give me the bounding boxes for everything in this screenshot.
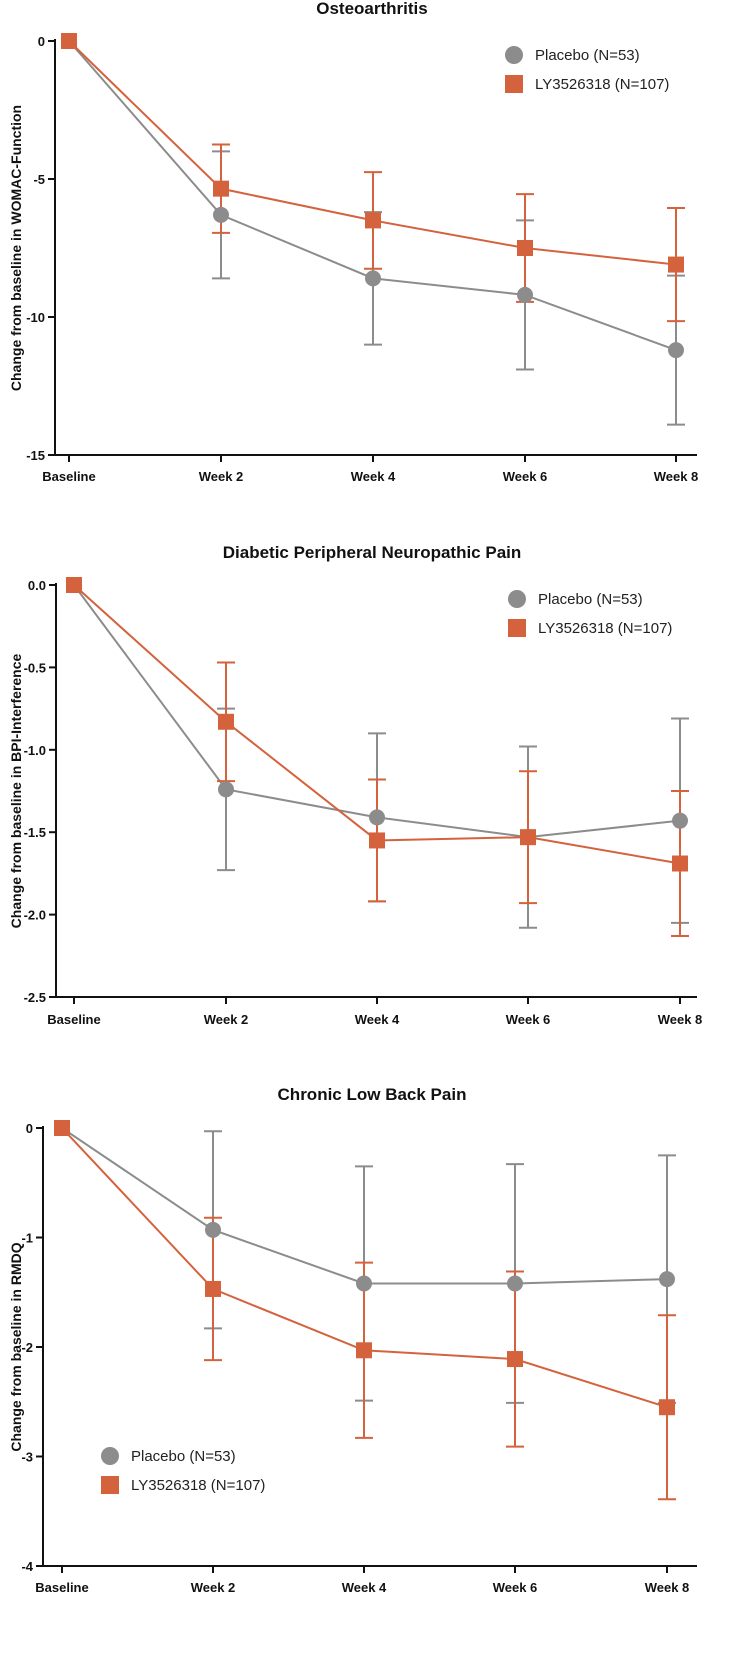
legend-marker-ly3526318 [505, 75, 523, 93]
y-tick-label: -5 [33, 172, 45, 187]
x-tick-label: Week 8 [658, 1012, 703, 1027]
data-point-ly3526318 [205, 1280, 221, 1297]
data-point-ly3526318 [61, 33, 77, 49]
data-point-ly3526318 [668, 256, 684, 273]
legend: Placebo (N=53) LY3526318 (N=107) [508, 590, 672, 637]
y-tick-label: -1 [21, 1231, 33, 1246]
legend-marker-placebo [101, 1447, 119, 1465]
data-point-placebo [218, 781, 234, 798]
x-tick-label: Week 2 [199, 469, 244, 484]
y-tick-label: 0.0 [28, 578, 46, 593]
data-point-ly3526318 [517, 240, 533, 256]
x-tick-label: Baseline [35, 1580, 88, 1595]
data-point-placebo [356, 1275, 372, 1292]
y-tick-label: -10 [26, 310, 45, 325]
y-axis-label: Change from baseline in WOMAC-Function [8, 105, 24, 391]
x-tick-label: Week 6 [493, 1580, 538, 1595]
y-tick-label: -3 [21, 1450, 33, 1465]
y-tick-label: -1.5 [24, 825, 46, 840]
data-point-placebo [369, 809, 385, 826]
data-point-ly3526318 [520, 829, 536, 846]
data-point-ly3526318 [672, 855, 688, 872]
chart-title: Diabetic Peripheral Neuropathic Pain [223, 543, 522, 562]
y-tick-label: -0.5 [24, 660, 46, 675]
data-point-ly3526318 [365, 212, 381, 229]
data-point-placebo [205, 1221, 221, 1238]
data-point-placebo [213, 206, 229, 223]
legend-marker-ly3526318 [508, 619, 526, 637]
legend-label: LY3526318 (N=107) [535, 76, 669, 93]
x-tick-label: Baseline [47, 1012, 100, 1027]
y-tick-label: -15 [26, 448, 45, 463]
legend-label: Placebo (N=53) [535, 47, 640, 64]
chart-chronic-low-back-pain: Chronic Low Back Pain Change from baselin… [8, 1085, 697, 1595]
y-axis-label: Change from baseline in BPI-Interference [8, 653, 24, 928]
data-point-ly3526318 [659, 1399, 675, 1416]
x-tick-label: Week 2 [204, 1012, 249, 1027]
y-axis-label: Change from baseline in RMDQ [8, 1242, 24, 1451]
data-point-placebo [668, 342, 684, 359]
x-tick-label: Week 6 [506, 1012, 551, 1027]
legend: Placebo (N=53) LY3526318 (N=107) [101, 1447, 265, 1494]
x-tick-label: Week 8 [654, 469, 699, 484]
legend-marker-placebo [505, 46, 523, 64]
x-tick-label: Week 2 [191, 1580, 236, 1595]
data-point-placebo [517, 286, 533, 303]
chart-diabetic-neuropathic-pain: Diabetic Peripheral Neuropathic Pain Chan… [8, 543, 702, 1027]
data-point-placebo [659, 1271, 675, 1288]
x-tick-label: Week 4 [342, 1580, 387, 1595]
data-point-ly3526318 [356, 1342, 372, 1359]
legend-label: Placebo (N=53) [538, 591, 643, 608]
x-tick-label: Week 4 [355, 1012, 400, 1027]
chart-title: Chronic Low Back Pain [278, 1085, 467, 1104]
y-tick-label: -2 [21, 1340, 33, 1355]
data-point-ly3526318 [369, 832, 385, 849]
chart-title: Osteoarthritis [316, 0, 427, 18]
y-tick-label: -2.5 [24, 990, 46, 1005]
x-tick-label: Week 8 [645, 1580, 690, 1595]
data-point-ly3526318 [66, 577, 82, 593]
x-tick-label: Week 4 [351, 469, 396, 484]
data-point-ly3526318 [213, 180, 229, 197]
data-point-ly3526318 [218, 713, 234, 730]
series-placebo [61, 1127, 676, 1404]
legend-label: LY3526318 (N=107) [131, 1477, 265, 1494]
legend-marker-ly3526318 [101, 1476, 119, 1494]
y-tick-label: -4 [21, 1559, 33, 1574]
x-tick-label: Baseline [42, 469, 95, 484]
data-point-placebo [672, 812, 688, 829]
data-point-ly3526318 [54, 1120, 70, 1136]
series-ly3526318 [61, 1127, 676, 1501]
y-tick-label: -2.0 [24, 908, 46, 923]
y-tick-label: -1.0 [24, 743, 46, 758]
series-ly3526318 [73, 584, 689, 938]
y-tick-label: 0 [38, 34, 45, 49]
y-tick-label: 0 [26, 1121, 33, 1136]
data-point-placebo [365, 270, 381, 287]
chart-osteoarthritis: Osteoarthritis Change from baseline in WO… [8, 0, 698, 484]
data-point-ly3526318 [507, 1351, 523, 1368]
x-tick-label: Week 6 [503, 469, 548, 484]
data-point-placebo [507, 1275, 523, 1292]
legend-label: LY3526318 (N=107) [538, 620, 672, 637]
series-placebo [68, 40, 685, 426]
legend: Placebo (N=53) LY3526318 (N=107) [505, 46, 669, 93]
legend-label: Placebo (N=53) [131, 1448, 236, 1465]
legend-marker-placebo [508, 590, 526, 608]
